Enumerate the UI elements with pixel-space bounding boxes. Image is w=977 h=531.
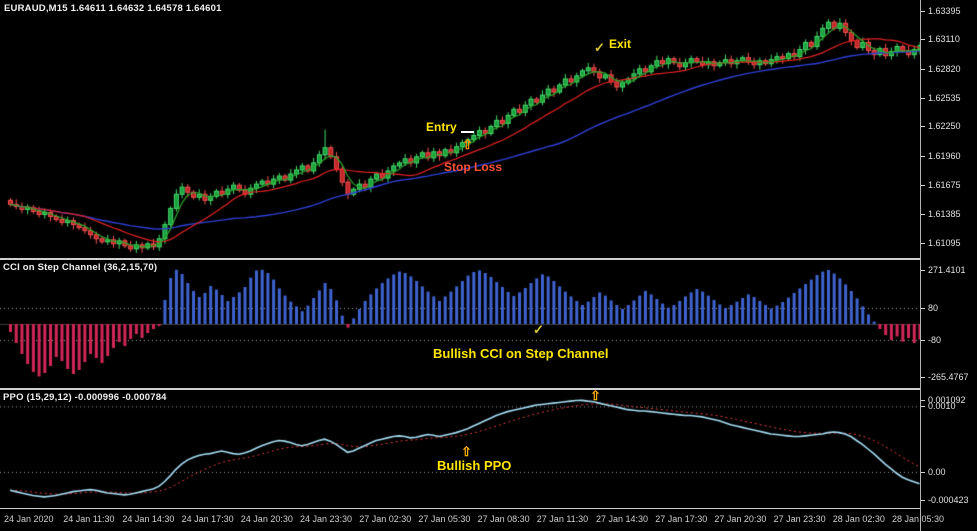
entry-marker-line[interactable] [461, 131, 474, 133]
axis-tick [921, 184, 925, 186]
axis-tick [921, 126, 925, 128]
price-axis-label: 80 [928, 303, 939, 313]
cci-check[interactable]: ✓ [533, 322, 544, 337]
price-axis-label: 1.61675 [928, 179, 961, 190]
time-axis-label: 24 Jan 14:30 [122, 514, 175, 524]
time-axis-label: 27 Jan 02:30 [359, 514, 412, 524]
time-axis-label: 28 Jan 02:30 [832, 514, 885, 524]
ppo-label[interactable]: Bullish PPO [437, 458, 512, 473]
price-axis-label: 271.4101 [928, 264, 966, 275]
time-axis-label: 24 Jan 17:30 [181, 514, 234, 524]
entry-arrow[interactable]: ⇧ [462, 137, 473, 152]
price-axis-label: 1.62820 [928, 63, 961, 74]
time-axis-label: 24 Jan 11:30 [63, 514, 115, 524]
price-axis-label: 1.63110 [928, 34, 960, 45]
axis-tick [921, 308, 925, 309]
price-axis-label: 1.61960 [928, 150, 961, 161]
axis-tick [921, 155, 925, 157]
stop-loss-label[interactable]: Stop Loss [444, 160, 503, 174]
entry-label[interactable]: Entry [426, 120, 457, 134]
axis-tick [921, 39, 925, 41]
price-axis-label: 1.62535 [928, 92, 961, 103]
ppo-indicator-panel[interactable] [0, 390, 920, 508]
time-axis-label: 27 Jan 14:30 [596, 514, 649, 524]
axis-tick [921, 471, 925, 473]
axis-tick [921, 499, 925, 501]
time-axis-label: 27 Jan 23:30 [773, 514, 826, 524]
price-axis-label: 1.61385 [928, 208, 961, 219]
cci-indicator-panel[interactable] [0, 260, 920, 388]
price-axis-label: -80 [928, 335, 942, 345]
cci-indicator-title: CCI on Step Channel (36,2,15,70) [3, 262, 158, 273]
axis-tick [921, 269, 925, 271]
price-chart-panel[interactable] [0, 0, 920, 258]
exit-check[interactable]: ✓ [594, 40, 605, 55]
price-axis-label: 0.00 [928, 466, 946, 477]
axis-tick [921, 10, 925, 12]
chart-symbol-title: EURAUD,M15 1.64611 1.64632 1.64578 1.646… [4, 3, 222, 14]
cci-label[interactable]: Bullish CCI on Step Channel [433, 346, 609, 361]
time-axis-label: 28 Jan 05:30 [892, 514, 945, 524]
ppo-arrow[interactable]: ⇧ [461, 444, 472, 459]
time-axis-label: 27 Jan 05:30 [418, 514, 471, 524]
price-axis-label: -0.000423 [928, 494, 969, 505]
time-axis-label: 27 Jan 17:30 [655, 514, 708, 524]
price-axis-label: 0.0010 [928, 401, 956, 412]
axis-tick [921, 400, 925, 402]
price-axis-label: 1.61095 [928, 238, 961, 249]
axis-tick [921, 97, 925, 99]
axis-tick [921, 243, 925, 245]
price-axis-label: 0.001092 [928, 395, 966, 406]
panel-separator-3 [0, 508, 977, 509]
axis-tick [921, 340, 925, 341]
time-axis[interactable]: 24 Jan 2020 24 Jan 11:30 24 Jan 14:30 24 Ja… [0, 509, 944, 531]
axis-tick [921, 213, 925, 215]
time-axis-label: 24 Jan 23:30 [300, 514, 353, 524]
time-axis-label: 27 Jan 11:30 [536, 514, 589, 524]
ppo-peak-arrow[interactable]: ⇧ [590, 388, 601, 403]
price-axis-label: -265.4767 [928, 372, 969, 383]
time-axis-label: 24 Jan 2020 [4, 514, 54, 524]
panel-separator-2[interactable] [0, 388, 977, 390]
exit-label[interactable]: Exit [609, 37, 632, 51]
time-axis-label: 27 Jan 20:30 [714, 514, 767, 524]
price-axis-label: 1.63395 [928, 5, 961, 16]
panel-separator-1[interactable] [0, 258, 977, 260]
ppo-indicator-title: PPO (15,29,12) -0.000996 -0.000784 [3, 392, 167, 403]
axis-tick [921, 377, 925, 379]
time-axis-label: 27 Jan 08:30 [477, 514, 530, 524]
price-axis-label: 1.62250 [928, 121, 961, 132]
price-axis[interactable]: 1.63395 1.63110 1.62820 1.62535 1.62250 1.619… [920, 0, 977, 531]
axis-tick [921, 406, 925, 408]
axis-tick [921, 68, 925, 70]
time-axis-label: 24 Jan 20:30 [240, 514, 293, 524]
